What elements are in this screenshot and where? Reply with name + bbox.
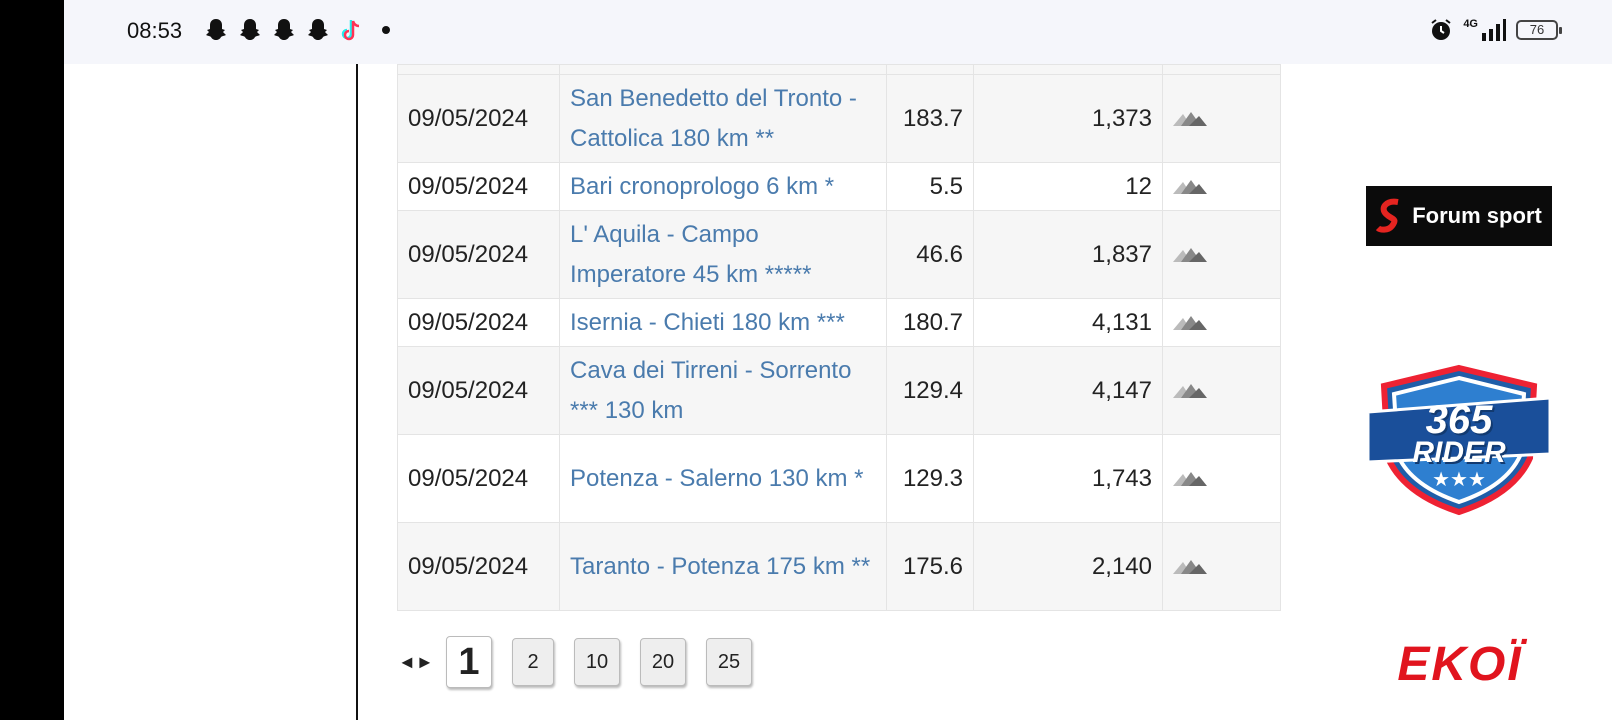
more-notifications-icon bbox=[382, 26, 390, 34]
stage-link[interactable]: Taranto - Potenza 175 km ** bbox=[559, 522, 887, 611]
mountain-profile-icon[interactable] bbox=[1173, 558, 1207, 574]
pagination-arrows[interactable]: ◄► bbox=[398, 651, 434, 672]
snapchat-icon bbox=[274, 19, 294, 40]
stage-elevation: 12 bbox=[973, 162, 1163, 211]
mountain-profile-icon[interactable] bbox=[1173, 246, 1207, 262]
ekoi-logo-text: EKOÏ bbox=[1397, 637, 1523, 691]
profile-cell[interactable] bbox=[1162, 434, 1281, 523]
365-rider-ad[interactable]: ★★★ 365 RIDER bbox=[1364, 362, 1554, 516]
stage-date: 09/05/2024 bbox=[397, 434, 560, 523]
table-row: 09/05/2024 Taranto - Potenza 175 km ** 1… bbox=[397, 522, 1281, 611]
stage-distance: 129.4 bbox=[886, 346, 974, 435]
table-row: 09/05/2024 San Benedetto del Tronto - Ca… bbox=[397, 74, 1281, 163]
stage-link[interactable]: Potenza - Salerno 130 km * bbox=[559, 434, 887, 523]
battery-icon: 76 bbox=[1516, 20, 1562, 40]
svg-text:★★★: ★★★ bbox=[1432, 467, 1486, 491]
stage-distance: 180.7 bbox=[886, 298, 974, 347]
stage-elevation: 4,131 bbox=[973, 298, 1163, 347]
ekoi-ad[interactable]: EKOÏ bbox=[1360, 634, 1560, 694]
page-button[interactable]: 25 bbox=[706, 638, 752, 686]
content-divider bbox=[356, 64, 358, 720]
table-row: 09/05/2024 Isernia - Chieti 180 km *** 1… bbox=[397, 298, 1281, 347]
forum-sport-ad[interactable]: Forum sport bbox=[1366, 186, 1552, 246]
snapchat-icon bbox=[308, 19, 328, 40]
stage-distance: 183.7 bbox=[886, 74, 974, 163]
notification-icons bbox=[204, 17, 390, 43]
network-type: 4G bbox=[1463, 18, 1478, 30]
mountain-profile-icon[interactable] bbox=[1173, 470, 1207, 486]
stage-elevation: 2,140 bbox=[973, 522, 1163, 611]
snapchat-icon bbox=[240, 19, 260, 40]
stage-distance: 5.5 bbox=[886, 162, 974, 211]
mountain-profile-icon[interactable] bbox=[1173, 382, 1207, 398]
stage-date: 09/05/2024 bbox=[397, 74, 560, 163]
table-row: 09/05/2024 Cava dei Tirreni - Sorrento *… bbox=[397, 346, 1281, 435]
profile-cell[interactable] bbox=[1162, 298, 1281, 347]
profile-cell[interactable] bbox=[1162, 162, 1281, 211]
table-row: 09/05/2024 L' Aquila - Campo Imperatore … bbox=[397, 210, 1281, 299]
page-button[interactable]: 20 bbox=[640, 638, 686, 686]
profile-cell[interactable] bbox=[1162, 210, 1281, 299]
pagination: ◄► 1 2 10 20 25 bbox=[398, 636, 752, 688]
page-button[interactable]: 10 bbox=[574, 638, 620, 686]
365-text: 365 bbox=[1425, 398, 1493, 442]
rider-text: RIDER bbox=[1412, 436, 1506, 469]
stage-link[interactable]: L' Aquila - Campo Imperatore 45 km ***** bbox=[559, 210, 887, 299]
stage-date: 09/05/2024 bbox=[397, 346, 560, 435]
stages-table: 09/05/2024 San Benedetto del Tronto - Ca… bbox=[397, 64, 1281, 611]
phone-screen: 08:53 4G 76 09/05/2024 San Benedetto del… bbox=[64, 0, 1612, 720]
mountain-profile-icon[interactable] bbox=[1173, 178, 1207, 194]
stage-date: 09/05/2024 bbox=[397, 210, 560, 299]
stage-elevation: 1,743 bbox=[973, 434, 1163, 523]
stage-distance: 46.6 bbox=[886, 210, 974, 299]
stage-link[interactable]: Bari cronoprologo 6 km * bbox=[559, 162, 887, 211]
page-button[interactable]: 2 bbox=[512, 638, 554, 686]
mountain-profile-icon[interactable] bbox=[1173, 110, 1207, 126]
stage-link[interactable]: Cava dei Tirreni - Sorrento *** 130 km bbox=[559, 346, 887, 435]
status-bar: 08:53 4G 76 bbox=[64, 0, 1612, 64]
forum-sport-text: Forum sport bbox=[1412, 203, 1542, 228]
signal-icon bbox=[1482, 19, 1506, 41]
alarm-icon bbox=[1431, 19, 1451, 40]
stage-link[interactable]: San Benedetto del Tronto - Cattolica 180… bbox=[559, 74, 887, 163]
profile-cell[interactable] bbox=[1162, 74, 1281, 163]
snapchat-icon bbox=[206, 19, 226, 40]
page-current: 1 bbox=[446, 636, 492, 688]
status-time: 08:53 bbox=[127, 18, 183, 43]
stage-elevation: 1,837 bbox=[973, 210, 1163, 299]
profile-cell[interactable] bbox=[1162, 522, 1281, 611]
stage-elevation: 1,373 bbox=[973, 74, 1163, 163]
table-row: 09/05/2024 Potenza - Salerno 130 km * 12… bbox=[397, 434, 1281, 523]
tiktok-icon bbox=[341, 20, 360, 41]
mountain-profile-icon[interactable] bbox=[1173, 314, 1207, 330]
forum-sport-logo-icon bbox=[1376, 198, 1399, 233]
table-row-partial bbox=[397, 64, 1281, 75]
stage-date: 09/05/2024 bbox=[397, 162, 560, 211]
system-icons: 4G 76 bbox=[1429, 18, 1562, 42]
stage-elevation: 4,147 bbox=[973, 346, 1163, 435]
stage-link[interactable]: Isernia - Chieti 180 km *** bbox=[559, 298, 887, 347]
stage-date: 09/05/2024 bbox=[397, 522, 560, 611]
stage-distance: 129.3 bbox=[886, 434, 974, 523]
stage-date: 09/05/2024 bbox=[397, 298, 560, 347]
table-row: 09/05/2024 Bari cronoprologo 6 km * 5.5 … bbox=[397, 162, 1281, 211]
stage-distance: 175.6 bbox=[886, 522, 974, 611]
365-rider-badge-icon: ★★★ bbox=[1366, 364, 1552, 516]
profile-cell[interactable] bbox=[1162, 346, 1281, 435]
